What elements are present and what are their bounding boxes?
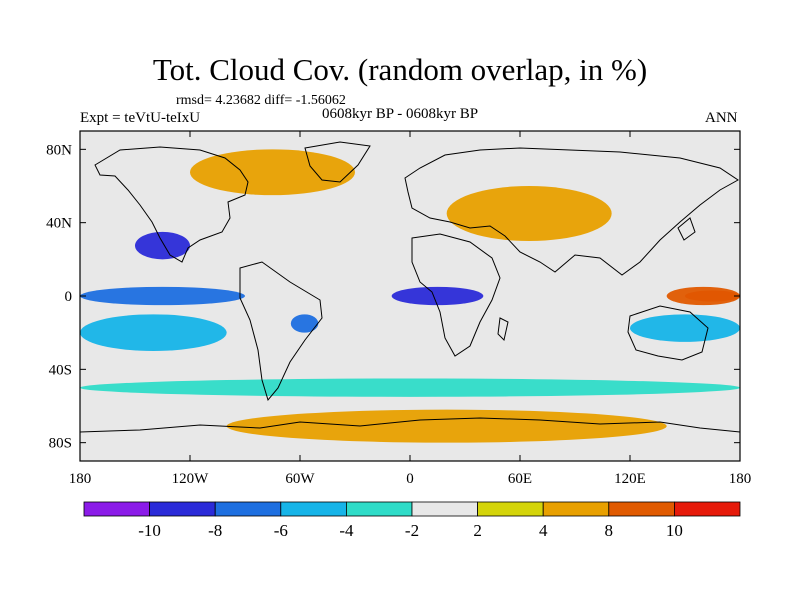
anomaly-patch (666, 286, 740, 306)
coast-antarctica (80, 417, 740, 433)
lat-tick-label: 80S (49, 436, 72, 452)
axis-ticks: 180 120W 60W 0 60E 120E 180 80N 40N 0 40S 80S (46, 131, 751, 487)
colorbar-swatch (608, 501, 675, 517)
colorbar-swatch (411, 501, 478, 517)
lat-tick-label: 80N (46, 142, 72, 158)
anomaly-patch (135, 231, 190, 260)
coast-japan (677, 217, 696, 241)
lat-tick-label: 40N (46, 216, 72, 232)
colorbar-swatch (280, 501, 347, 517)
coast-north-america (94, 146, 249, 263)
anomaly-patch (80, 314, 227, 351)
season-label: ANN (705, 110, 738, 126)
colorbar-swatch (542, 501, 610, 517)
colorbar-swatch (674, 501, 741, 517)
colorbar-swatch (214, 501, 282, 517)
colorbar: -10 -8 -6 -4 -2 2 4 8 10 (83, 501, 741, 540)
anomaly-patch (226, 409, 667, 443)
experiment-label: Expt = teVtU-teIxU (80, 110, 201, 126)
map-title: Tot. Cloud Cov. (random overlap, in %) (152, 52, 648, 87)
colorbar-label: -8 (208, 521, 222, 540)
coast-africa (411, 233, 501, 357)
anomaly-patch (630, 314, 740, 342)
anomaly-patch (391, 286, 484, 306)
colorbar-swatch (477, 501, 544, 517)
colorbar-swatch (345, 501, 413, 517)
lon-tick-label: 120E (614, 471, 646, 487)
anomaly-patch (446, 186, 612, 241)
colorbar-label: -2 (405, 521, 419, 540)
colorbar-label: -6 (274, 521, 288, 540)
lon-tick-label: 180 (69, 471, 92, 487)
colorbar-swatch (149, 501, 216, 517)
anomaly-patch (80, 286, 245, 306)
lon-tick-label: 120W (172, 471, 210, 487)
anomaly-patch (80, 378, 740, 397)
lon-tick-label: 60W (285, 471, 315, 487)
colorbar-label: 10 (666, 521, 683, 540)
lat-tick-label: 0 (65, 289, 73, 305)
colorbar-swatch (83, 501, 150, 517)
colorbar-label: 2 (473, 521, 482, 540)
lon-tick-label: 180 (729, 471, 752, 487)
coast-greenland (304, 141, 371, 183)
anomaly-patch (190, 149, 355, 196)
anomaly-patch (290, 314, 319, 333)
stats-label: rmsd= 4.23682 diff= -1.56062 (176, 93, 346, 108)
coast-madagascar (497, 317, 509, 341)
coast-south-america (239, 261, 323, 402)
colorbar-label: 8 (605, 521, 614, 540)
lat-tick-label: 40S (49, 362, 72, 378)
colorbar-label: -4 (339, 521, 354, 540)
coast-australia (627, 305, 709, 361)
coastlines (80, 141, 740, 433)
period-label: 0608kyr BP - 0608kyr BP (322, 106, 479, 122)
colorbar-label: -10 (138, 521, 161, 540)
coast-eurasia (404, 147, 739, 276)
colorbar-label: 4 (539, 521, 548, 540)
cloud-anomaly-field (80, 149, 740, 443)
lon-tick-label: 0 (406, 471, 414, 487)
lon-tick-label: 60E (508, 471, 532, 487)
